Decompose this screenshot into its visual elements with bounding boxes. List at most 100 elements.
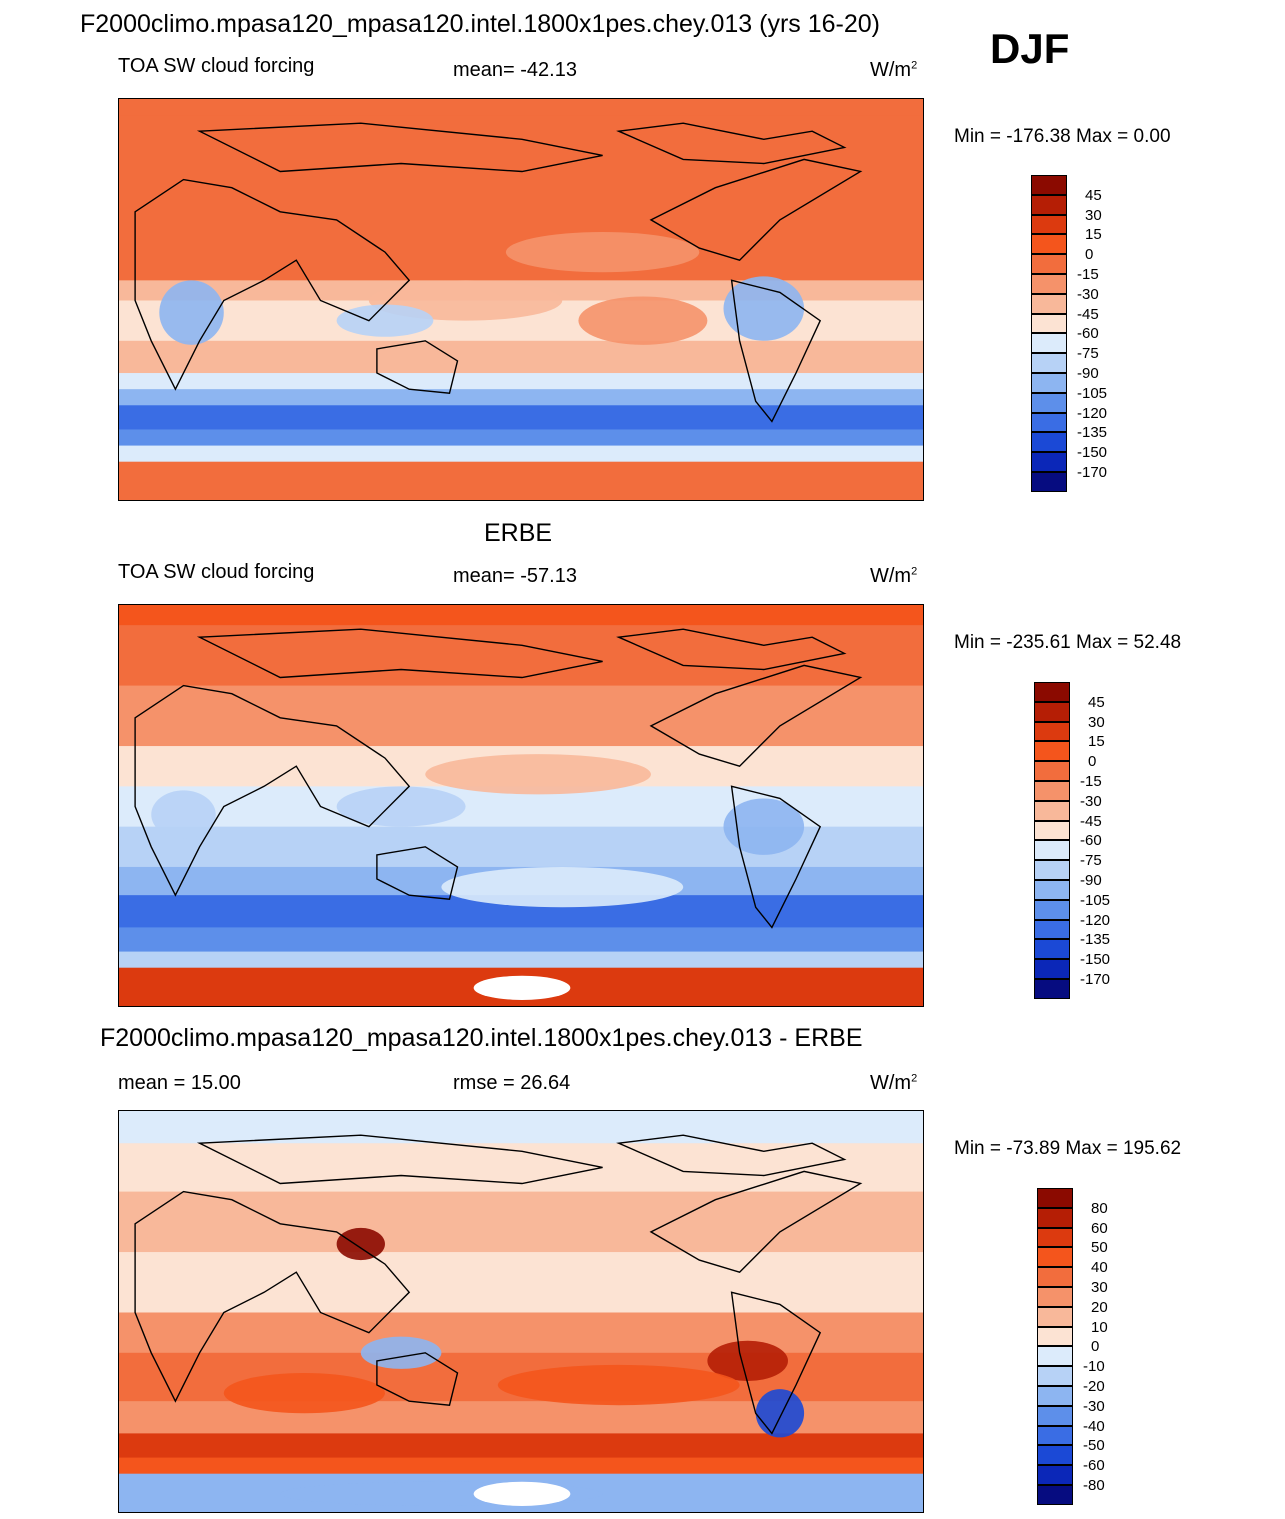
panel3-units: W/m2	[870, 1072, 918, 1094]
colorbar-swatch	[1034, 781, 1070, 801]
colorbar-tick-label: 60	[1091, 1219, 1108, 1237]
map-band	[119, 405, 923, 430]
colorbar-swatches	[1031, 175, 1067, 492]
colorbar-swatch	[1037, 1386, 1073, 1406]
colorbar-tick-label: 15	[1088, 733, 1105, 751]
colorbar-tick-label: -30	[1077, 285, 1099, 303]
colorbar-swatch	[1037, 1445, 1073, 1466]
map-band	[119, 1457, 923, 1475]
colorbar-swatch	[1037, 1346, 1073, 1367]
coastline	[376, 340, 459, 394]
panel3-minmax: Min = -73.89 Max = 195.62	[954, 1138, 1182, 1159]
panel2-mean-label: mean= -57.13	[453, 565, 577, 587]
map-band	[119, 1312, 923, 1354]
colorbar-swatch	[1037, 1188, 1073, 1208]
map-band	[119, 429, 923, 447]
coastline	[730, 1291, 822, 1435]
world-map-icon	[119, 1111, 923, 1512]
colorbar-swatch	[1031, 432, 1067, 453]
colorbar-swatch	[1031, 254, 1067, 274]
map-band	[119, 340, 923, 374]
map-band	[119, 389, 923, 406]
colorbar-swatch	[1037, 1425, 1073, 1446]
colorbar-swatch	[1031, 452, 1067, 472]
colorbar-tick-label: -20	[1083, 1378, 1105, 1395]
coastline	[649, 158, 863, 261]
colorbar-tick-label: -105	[1080, 891, 1111, 909]
panel3-heading: F2000climo.mpasa120_mpasa120.intel.1800x…	[100, 1024, 863, 1052]
colorbar-swatch	[1037, 1485, 1073, 1505]
colorbar-tick-label: -60	[1080, 832, 1102, 850]
colorbar-swatch	[1034, 939, 1070, 960]
map-blob	[336, 304, 434, 337]
figure-title: F2000climo.mpasa120_mpasa120.intel.1800x…	[80, 10, 881, 38]
colorbar-swatch	[1031, 373, 1067, 393]
colorbar-tick-label: 20	[1091, 1298, 1108, 1316]
coastline	[730, 785, 822, 929]
panel2-minmax: Min = -235.61 Max = 52.48	[954, 632, 1182, 653]
map-blob	[497, 1364, 740, 1406]
colorbar-tick-label: 30	[1091, 1279, 1108, 1296]
map-band	[119, 951, 923, 969]
colorbar-tick-label: -75	[1077, 345, 1099, 363]
colorbar-tick-label: 0	[1091, 1338, 1100, 1356]
colorbar-swatch	[1034, 701, 1070, 722]
coastline	[134, 684, 411, 897]
map-band	[119, 927, 923, 953]
coastline	[730, 279, 822, 423]
colorbar-swatch	[1037, 1227, 1073, 1248]
colorbar-swatch	[1034, 820, 1070, 841]
colorbar-tick-label: 0	[1085, 246, 1094, 264]
colorbar-swatch	[1031, 353, 1067, 373]
colorbar-swatch	[1034, 919, 1070, 940]
colorbar-swatch	[1031, 472, 1067, 492]
colorbar-swatch	[1037, 1366, 1073, 1386]
map-blob	[473, 975, 571, 1000]
colorbar-tick-label: -75	[1080, 852, 1102, 870]
colorbar-swatch	[1037, 1287, 1073, 1307]
colorbar-tick-label: -15	[1077, 266, 1099, 283]
coastline	[376, 1352, 459, 1406]
colorbar-swatches	[1037, 1188, 1073, 1505]
panel3-rmse-label: rmse = 26.64	[453, 1072, 571, 1094]
coastline	[649, 664, 863, 767]
colorbar-tick-label: -60	[1077, 325, 1099, 343]
coastline	[196, 122, 603, 173]
map-band	[119, 1191, 923, 1253]
map-blob	[360, 1336, 442, 1369]
colorbar-tick-label: 30	[1088, 713, 1105, 731]
colorbar-tick-label: -105	[1077, 384, 1108, 402]
colorbar-swatches	[1034, 682, 1070, 999]
colorbar-tick-label: -150	[1080, 951, 1111, 969]
coastline	[616, 122, 847, 165]
map-band	[119, 826, 923, 868]
colorbar-swatch	[1034, 860, 1070, 880]
colorbar-tick-label: 30	[1085, 206, 1102, 224]
map-blob	[336, 786, 466, 827]
map-blob	[159, 280, 224, 345]
season-label: DJF	[990, 25, 1070, 72]
map-blob	[723, 276, 805, 341]
colorbar-swatch	[1034, 959, 1070, 979]
map-blob	[505, 231, 700, 273]
panel1-minmax: Min = -176.38 Max = 0.00	[954, 126, 1171, 147]
map-band	[119, 605, 923, 626]
coastline	[616, 1134, 847, 1177]
coastline	[649, 1170, 863, 1273]
map-blob	[425, 754, 651, 795]
map-band	[119, 1252, 923, 1313]
colorbar-swatch	[1034, 880, 1070, 900]
map-blob	[441, 866, 684, 908]
colorbar-swatch	[1037, 1326, 1073, 1347]
panel1-left-label: TOA SW cloud forcing	[118, 55, 315, 77]
colorbar-tick-label: 50	[1091, 1239, 1108, 1257]
panel3-map	[118, 1110, 924, 1513]
colorbar-tick-label: -10	[1083, 1358, 1105, 1376]
colorbar-swatch	[1037, 1306, 1073, 1327]
colorbar-tick-label: 0	[1088, 753, 1097, 771]
colorbar-swatch	[1034, 741, 1070, 762]
panel1-map	[118, 98, 924, 501]
colorbar-swatch	[1037, 1247, 1073, 1268]
map-band	[119, 1111, 923, 1144]
map-band	[119, 461, 923, 500]
